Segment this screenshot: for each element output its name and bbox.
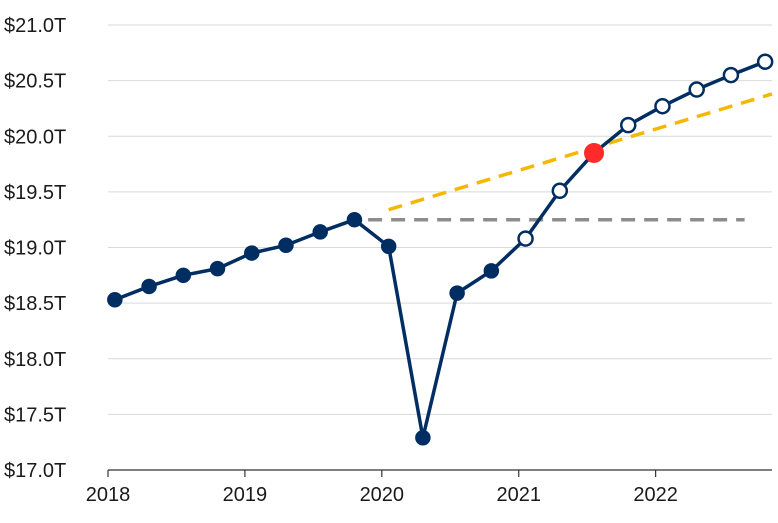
y-tick-label-4: $19.0T (4, 238, 66, 260)
data-point-s0-7 (346, 211, 363, 228)
y-tick-label-0: $21.0T (4, 15, 66, 37)
x-tick-label-4: 2022 (633, 484, 678, 506)
data-point-s0-6 (312, 224, 328, 240)
y-tick-label-7: $17.5T (4, 404, 66, 426)
data-point-s0-3 (209, 260, 226, 277)
y-tick-label-1: $20.5T (4, 71, 66, 93)
data-point-s1-6 (688, 81, 705, 98)
y-tick-label-2: $20.0T (4, 126, 66, 148)
axes (107, 469, 772, 477)
data-point-s0-4 (244, 245, 260, 261)
data-point-s0-9 (415, 429, 431, 446)
tick-labels: $21.0T $20.5T $20.0T $19.5T $19.0T $18.5T $18.… (4, 15, 678, 506)
y-tick-label-3: $19.5T (4, 182, 66, 204)
data-point-s1-5 (654, 97, 671, 115)
data-point-s1-1 (517, 230, 534, 247)
y-tick-label-5: $18.5T (4, 293, 66, 315)
trend-line-0 (388, 92, 773, 212)
series-line-0 (114, 217, 493, 440)
trend-lines (368, 92, 773, 222)
x-tick-label-3: 2021 (496, 484, 541, 506)
data-point-s1-4 (619, 116, 637, 134)
series-markers (107, 53, 774, 446)
data-point-s0-2 (175, 267, 192, 284)
data-point-s1-8 (756, 53, 774, 70)
data-point-s1-7 (722, 66, 740, 84)
data-point-s0-10 (449, 285, 465, 301)
y-tick-label-8: $17.0T (4, 460, 66, 482)
data-point-s0-8 (380, 238, 397, 255)
series-lines (114, 60, 766, 440)
data-point-s0-5 (278, 237, 294, 254)
x-tick-label-1: 2019 (223, 484, 268, 506)
data-point-s0-11 (483, 263, 500, 279)
data-point-s0-0 (107, 292, 123, 308)
data-point-s0-1 (141, 278, 157, 295)
highlight-point (584, 142, 605, 163)
x-tick-label-2: 2020 (360, 484, 405, 506)
gridlines (108, 24, 772, 415)
y-tick-label-6: $18.0T (4, 349, 66, 371)
x-tick-label-0: 2018 (86, 484, 131, 506)
data-point-s1-2 (551, 182, 569, 200)
